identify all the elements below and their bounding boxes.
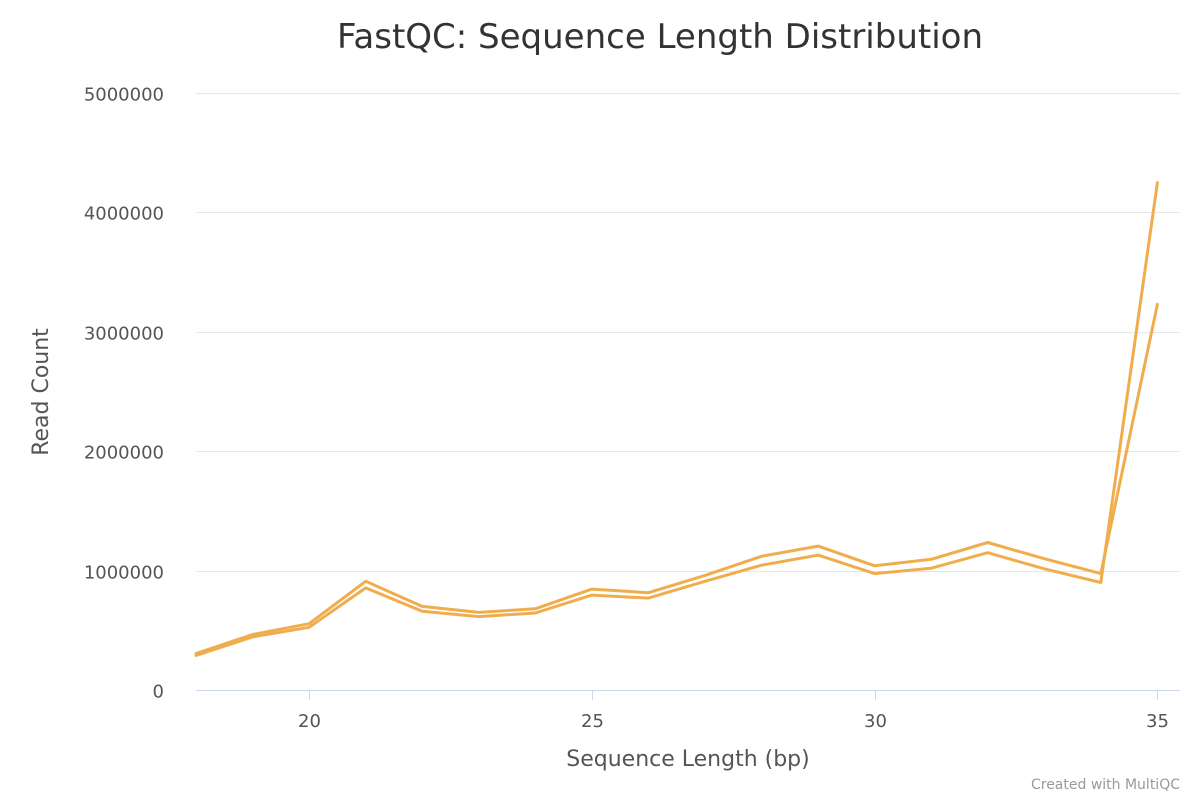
x-tick-label: 25: [581, 711, 604, 732]
x-tick-label: 30: [864, 711, 887, 732]
x-axis-ticks: 20 25 30 35: [298, 690, 1169, 732]
y-axis-ticks: 0 1000000 2000000 3000000 4000000 5000000: [84, 85, 164, 703]
y-tick-label: 3000000: [84, 324, 164, 345]
x-tick-label: 35: [1146, 711, 1169, 732]
credit-text[interactable]: Created with MultiQC: [1031, 777, 1180, 793]
y-tick-label: 2000000: [84, 443, 164, 464]
grid-lines: [196, 93, 1180, 691]
series-lines: [194, 181, 1159, 657]
y-tick-label: 4000000: [84, 204, 164, 225]
series-line-1[interactable]: [194, 302, 1159, 656]
y-axis-label: Read Count: [29, 328, 54, 456]
chart-title: FastQC: Sequence Length Distribution: [337, 17, 983, 57]
series-line-2[interactable]: [194, 181, 1159, 657]
y-tick-label: 1000000: [84, 563, 164, 584]
x-tick-label: 20: [298, 711, 321, 732]
x-axis-label: Sequence Length (bp): [566, 747, 809, 772]
y-tick-label: 0: [153, 682, 164, 703]
y-tick-label: 5000000: [84, 85, 164, 106]
